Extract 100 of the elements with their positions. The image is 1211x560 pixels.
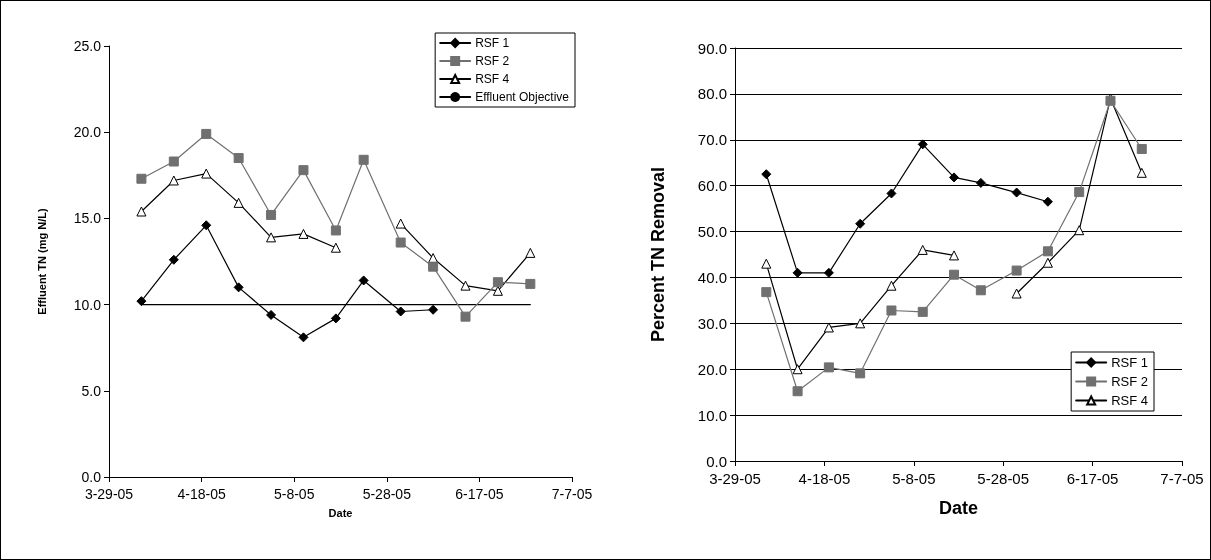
- point: [492, 285, 503, 296]
- legend-label: RSF 1: [1111, 355, 1148, 370]
- y-tick-label: 20.0: [697, 360, 727, 378]
- point: [1011, 265, 1022, 276]
- point: [1074, 187, 1085, 198]
- point: [1011, 288, 1022, 299]
- legend-label: RSF 2: [475, 54, 510, 68]
- point: [525, 247, 536, 258]
- point: [460, 280, 471, 291]
- y-tick-label: 10.0: [73, 296, 102, 313]
- x-tick-label: 4-18-05: [177, 486, 226, 502]
- y-tick-label: 60.0: [697, 177, 727, 195]
- point: [136, 296, 147, 307]
- x-tick-label: 5-8-05: [892, 470, 936, 487]
- y-tick-label: 0.0: [706, 452, 727, 470]
- point: [975, 285, 986, 296]
- point: [886, 188, 897, 199]
- point: [136, 206, 147, 217]
- point: [761, 169, 772, 180]
- x-tick-label: 3-29-05: [709, 470, 761, 487]
- point: [855, 218, 866, 229]
- point: [330, 242, 341, 253]
- y-tick-label: 70.0: [697, 131, 727, 149]
- x-tick-label: 3-29-05: [84, 486, 134, 502]
- point: [1042, 246, 1053, 257]
- y-tick-label: 30.0: [697, 314, 727, 332]
- point: [266, 209, 277, 220]
- point: [823, 267, 834, 278]
- point: [886, 280, 897, 291]
- point: [525, 278, 536, 289]
- point: [975, 177, 986, 188]
- point: [761, 258, 772, 269]
- y-tick-label: 90.0: [697, 39, 727, 57]
- point: [168, 175, 179, 186]
- point: [949, 250, 960, 261]
- y-tick-label: 50.0: [697, 223, 727, 241]
- y-axis-title: Percent TN Removal: [648, 166, 668, 343]
- point: [917, 306, 928, 317]
- point: [428, 253, 439, 264]
- point: [492, 277, 503, 288]
- point: [266, 232, 277, 243]
- point: [330, 313, 341, 324]
- point: [460, 311, 471, 322]
- point: [428, 304, 439, 315]
- x-tick-label: 5-28-05: [977, 470, 1030, 487]
- legend-label: RSF 2: [1111, 374, 1148, 389]
- y-tick-label: 0.0: [81, 469, 102, 485]
- point: [395, 237, 406, 248]
- point: [1042, 196, 1053, 207]
- point: [266, 309, 277, 320]
- point: [201, 128, 212, 139]
- point: [358, 154, 369, 165]
- y-tick-label: 40.0: [697, 268, 727, 286]
- y-axis-title: Effluent TN (mg N/L): [35, 208, 48, 315]
- x-tick-label: 7-7-05: [551, 486, 593, 502]
- point: [201, 220, 212, 231]
- point: [949, 172, 960, 183]
- point: [168, 156, 179, 167]
- point: [1074, 225, 1085, 236]
- legend-label: Effluent Objective: [475, 90, 570, 104]
- point: [792, 364, 803, 375]
- y-tick-label: 15.0: [73, 210, 102, 227]
- x-tick-label: 5-28-05: [362, 486, 412, 502]
- legend-label: RSF 4: [475, 72, 510, 86]
- y-tick-label: 5.0: [81, 382, 102, 399]
- point: [201, 168, 212, 179]
- point: [428, 261, 439, 272]
- x-tick-label: 4-18-05: [798, 470, 851, 487]
- x-tick-label: 7-7-05: [1160, 470, 1204, 487]
- point: [823, 362, 834, 373]
- point: [792, 386, 803, 397]
- point: [855, 368, 866, 379]
- point: [330, 225, 341, 236]
- point: [917, 244, 928, 255]
- point: [886, 305, 897, 316]
- point: [1136, 143, 1147, 154]
- x-tick-label: 5-8-05: [273, 486, 315, 502]
- point: [395, 218, 406, 229]
- y-tick-label: 25.0: [73, 38, 102, 54]
- point: [233, 153, 244, 164]
- point: [1042, 257, 1053, 268]
- legend-label: RSF 1: [475, 36, 510, 50]
- point: [298, 228, 309, 239]
- legend-label: RSF 4: [1111, 393, 1148, 408]
- point: [395, 306, 406, 317]
- point: [823, 322, 834, 333]
- point: [233, 197, 244, 208]
- point: [949, 269, 960, 280]
- x-tick-label: 6-17-05: [455, 486, 504, 502]
- y-tick-label: 20.0: [73, 124, 102, 141]
- point: [298, 332, 309, 343]
- point: [1136, 167, 1147, 178]
- point: [168, 254, 179, 265]
- point: [792, 267, 803, 278]
- point: [298, 165, 309, 176]
- y-tick-label: 10.0: [697, 406, 727, 424]
- point: [136, 173, 147, 184]
- x-tick-label: 6-17-05: [1066, 470, 1119, 487]
- point: [233, 282, 244, 293]
- point: [917, 139, 928, 150]
